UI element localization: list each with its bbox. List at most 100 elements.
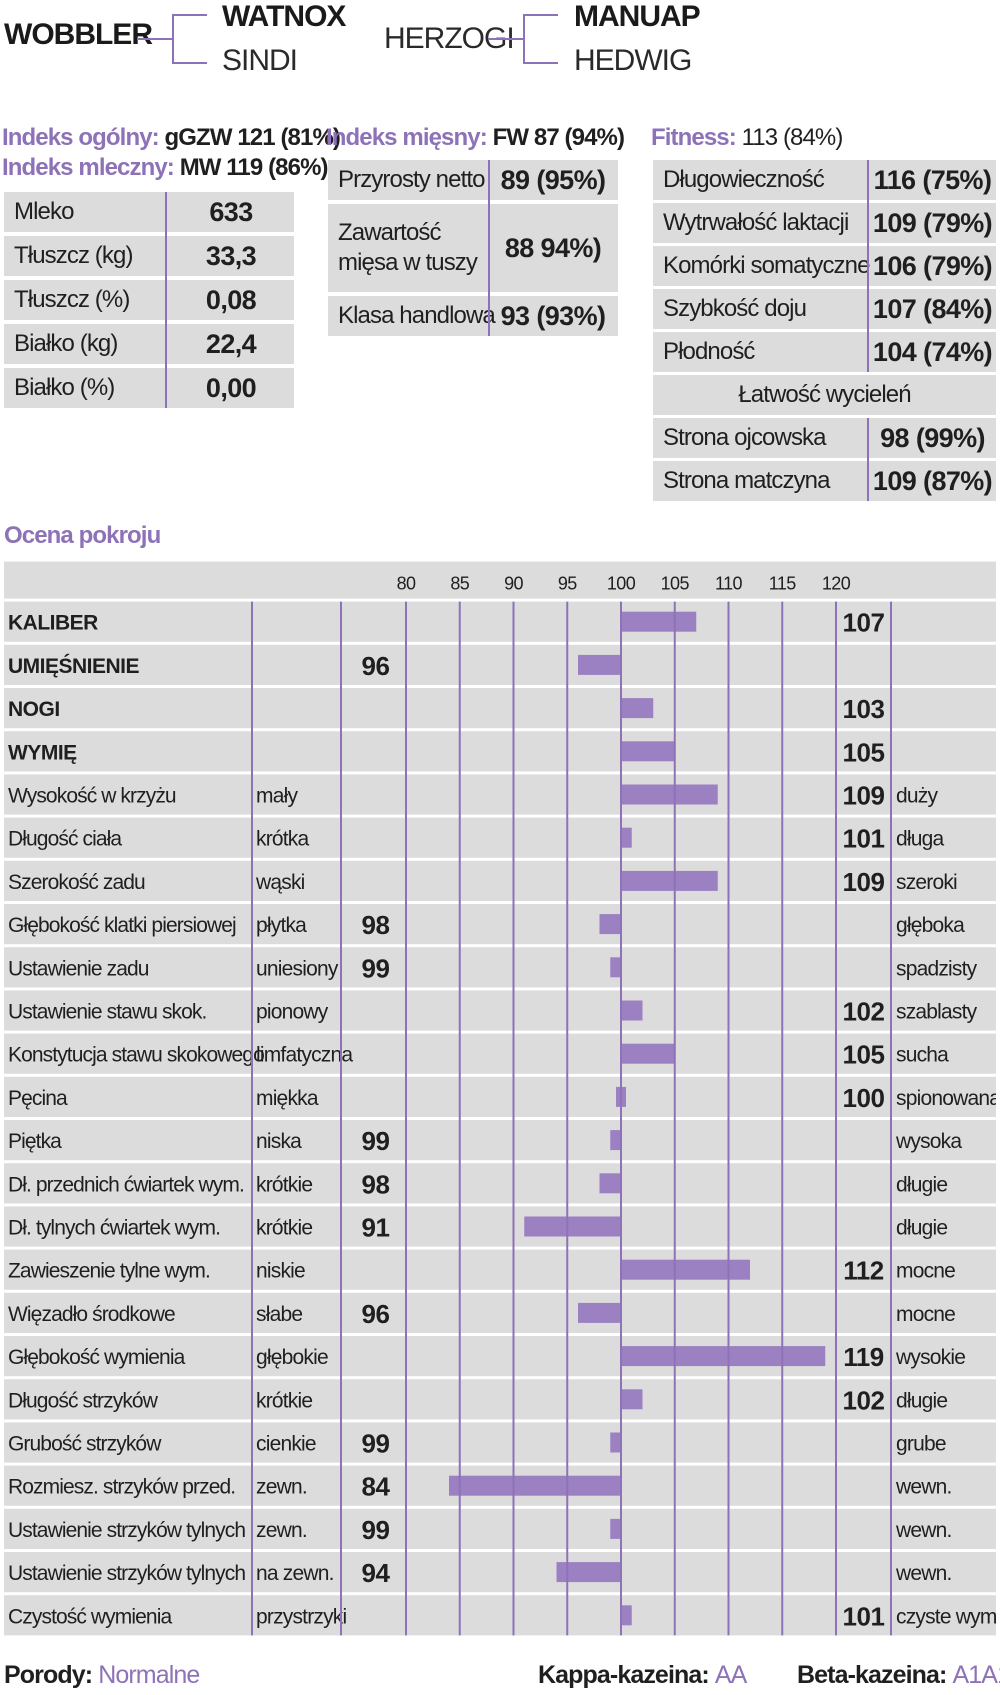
trait-bar bbox=[578, 1302, 621, 1323]
calving-title-row: Łatwość wycieleń bbox=[653, 375, 996, 415]
trait-bar bbox=[610, 1432, 621, 1453]
trait-value: 112 bbox=[843, 1256, 883, 1286]
trait-low-label: mały bbox=[256, 785, 298, 808]
trait-row-band bbox=[4, 731, 996, 772]
trait-high-label: duży bbox=[896, 785, 938, 808]
trait-high-label: sucha bbox=[896, 1044, 949, 1067]
trait-low-label: przystrzyki bbox=[256, 1605, 347, 1628]
trait-value: 105 bbox=[843, 737, 885, 767]
trait-value: 98 bbox=[362, 1169, 390, 1199]
trait-value: 99 bbox=[362, 1429, 390, 1459]
trait-name: Dł. tylnych ćwiartek wym. bbox=[8, 1217, 220, 1240]
maternal-grandsire: MANUAP bbox=[574, 0, 701, 33]
trait-low-label: wąski bbox=[255, 871, 305, 894]
trait-name: Grubość strzyków bbox=[8, 1433, 162, 1456]
chart-title: Ocena pokroju bbox=[4, 522, 161, 550]
trait-row-band bbox=[4, 1595, 996, 1636]
trait-name: Piętka bbox=[8, 1130, 62, 1153]
trait-row-band bbox=[4, 817, 996, 858]
trait-value: 109 bbox=[843, 781, 885, 811]
footer-porody: Porody: Normalne bbox=[4, 1661, 200, 1690]
dam-name: SINDI bbox=[222, 44, 298, 77]
fitness-table-divider bbox=[867, 160, 869, 372]
milk-index-value: MW 119 (86%) bbox=[179, 154, 329, 181]
pedigree-connector bbox=[523, 14, 558, 16]
beta-value: A1A1 bbox=[952, 1661, 1000, 1689]
trait-value: 99 bbox=[362, 953, 390, 983]
trait-row-band bbox=[4, 947, 996, 988]
meat-index-label: Indeks mięsny: bbox=[326, 124, 488, 151]
trait-name: WYMIĘ bbox=[8, 741, 77, 764]
trait-high-label: długa bbox=[896, 828, 945, 851]
bull-name: WOBBLER bbox=[4, 18, 153, 51]
trait-high-label: długie bbox=[896, 1389, 947, 1412]
trait-name: UMIĘŚNIENIE bbox=[8, 654, 140, 678]
meat-row-label: Klasa handlowa bbox=[338, 302, 496, 329]
x-tick-label: 100 bbox=[607, 574, 636, 594]
trait-bar bbox=[599, 1173, 621, 1194]
fitness-row-value: 109 (79%) bbox=[872, 208, 993, 238]
footer-beta: Beta-kazeina: A1A1 bbox=[797, 1661, 1000, 1690]
trait-name: KALIBER bbox=[8, 612, 98, 635]
trait-high-label: długie bbox=[896, 1217, 947, 1240]
milk-row-value: 33,3 bbox=[205, 241, 257, 271]
meat-row: Przyrosty netto 89 (95%) bbox=[328, 160, 618, 200]
meat-index: Indeks mięsny: FW 87 (94%) bbox=[326, 124, 625, 152]
trait-value: 105 bbox=[843, 1040, 885, 1070]
footer-kappa: Kappa-kazeina: AA bbox=[538, 1661, 747, 1690]
fitness-row-label: Komórki somatyczne bbox=[663, 252, 870, 279]
trait-row-band bbox=[4, 1033, 996, 1074]
trait-value: 102 bbox=[843, 1385, 885, 1415]
trait-high-label: wysokie bbox=[895, 1346, 965, 1369]
trait-row-band bbox=[4, 1508, 996, 1549]
trait-low-label: krótkie bbox=[256, 1173, 312, 1196]
trait-row-band bbox=[4, 601, 996, 642]
pedigree-connector bbox=[523, 62, 558, 64]
beta-label: Beta-kazeina: bbox=[797, 1661, 947, 1689]
fitness-index-value: 113 (84%) bbox=[741, 124, 844, 151]
trait-bar bbox=[621, 1000, 643, 1021]
milk-table-divider bbox=[165, 192, 167, 408]
trait-bar bbox=[610, 1518, 621, 1539]
trait-bar bbox=[524, 1216, 621, 1237]
trait-low-label: pionowy bbox=[256, 1001, 329, 1024]
trait-low-label: krótkie bbox=[256, 1217, 312, 1240]
trait-high-label: szeroki bbox=[896, 871, 957, 894]
meat-row-value: 88 94%) bbox=[504, 233, 602, 263]
x-tick-label: 110 bbox=[715, 574, 742, 594]
calving-row-value: 98 (99%) bbox=[880, 423, 985, 453]
pedigree-connector bbox=[172, 62, 207, 64]
trait-row-band bbox=[4, 644, 996, 685]
trait-row-band bbox=[4, 1206, 996, 1247]
trait-name: Głębokość wymienia bbox=[8, 1346, 186, 1369]
trait-value: 84 bbox=[362, 1472, 391, 1502]
trait-low-label: krótka bbox=[256, 828, 310, 851]
trait-value: 99 bbox=[362, 1515, 390, 1545]
trait-row-band bbox=[4, 860, 996, 901]
general-index-value: gGZW 121 (81%) bbox=[164, 124, 341, 151]
calving-title: Łatwość wycieleń bbox=[738, 381, 911, 408]
kappa-value: AA bbox=[714, 1661, 747, 1689]
trait-row-band bbox=[4, 1076, 996, 1117]
pedigree-connector bbox=[172, 14, 174, 64]
trait-value: 98 bbox=[362, 910, 390, 940]
meat-table-divider bbox=[488, 160, 490, 336]
trait-high-label: czyste wym. bbox=[896, 1605, 996, 1628]
trait-row-band bbox=[4, 1379, 996, 1420]
trait-name: Szerokość zadu bbox=[8, 871, 145, 894]
fitness-row-value: 106 (79%) bbox=[872, 251, 993, 281]
trait-row-band bbox=[4, 1120, 996, 1161]
trait-bar bbox=[556, 1562, 621, 1583]
trait-row-band bbox=[4, 1292, 996, 1333]
trait-row-band bbox=[4, 1163, 996, 1204]
milk-row-label: Tłuszcz (%) bbox=[14, 286, 130, 313]
fitness-row-label: Szybkość doju bbox=[663, 295, 807, 322]
pedigree-connector bbox=[137, 38, 172, 40]
milk-row-value: 0,00 bbox=[205, 373, 257, 403]
trait-low-label: niskie bbox=[256, 1260, 305, 1283]
trait-high-label: szablasty bbox=[896, 1001, 978, 1024]
trait-high-label: długie bbox=[896, 1173, 947, 1196]
trait-name: Długość strzyków bbox=[8, 1389, 159, 1412]
milk-row-value: 0,08 bbox=[205, 285, 257, 315]
trait-row-band bbox=[4, 1552, 996, 1593]
